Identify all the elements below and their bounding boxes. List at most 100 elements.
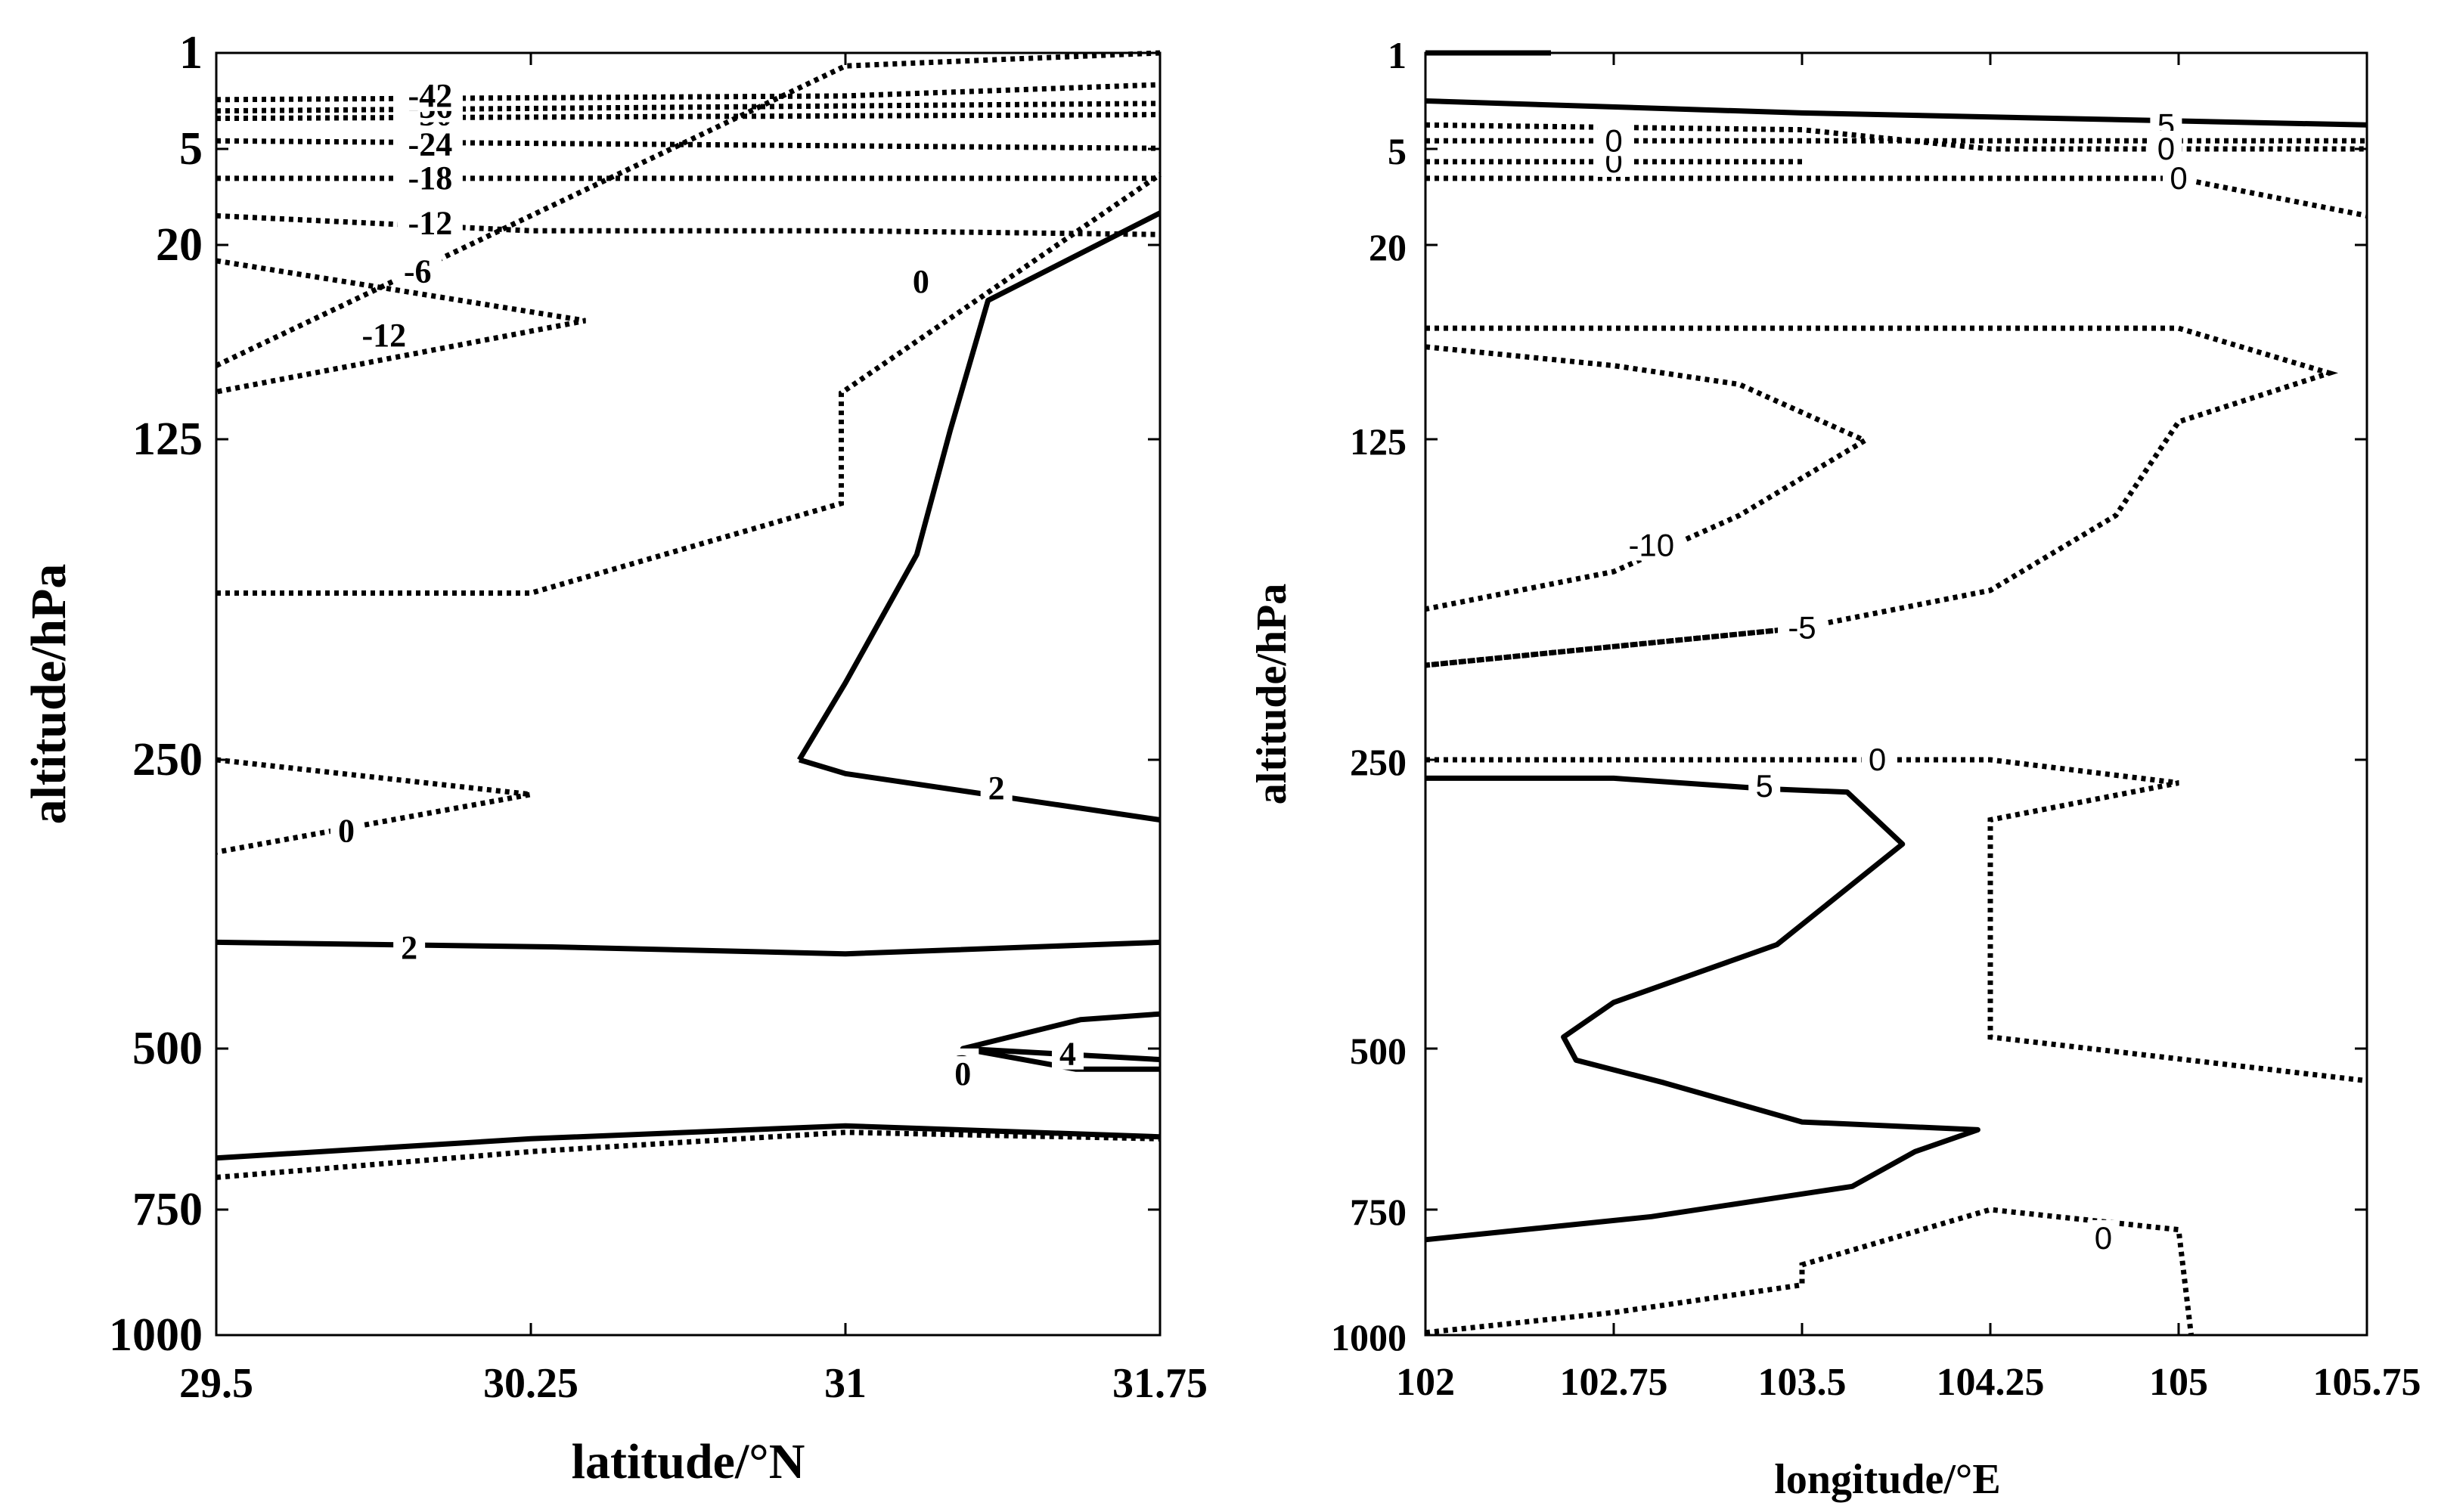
right-y-tick-label: 1 <box>1388 34 1407 76</box>
left-contour-label: 0 <box>954 1055 971 1092</box>
right-y-tick-label: 125 <box>1350 420 1407 463</box>
left-x-tick-label: 31.75 <box>1112 1360 1208 1407</box>
left-contour-label: -12 <box>408 204 453 241</box>
right-contour-label: 0 <box>2157 131 2175 166</box>
left-contour-line-14 <box>216 112 1161 122</box>
left-plot-frame <box>215 51 1162 1337</box>
right-contour-label-bg <box>2163 160 2195 194</box>
left-contour-label-bg <box>397 77 463 111</box>
left-contour-label: -18 <box>408 160 453 197</box>
left-contour-label-bg <box>397 160 463 194</box>
right-contour-label-bg <box>2087 1219 2120 1253</box>
right-contour-label-bg <box>2150 131 2182 164</box>
left-contour-label-bg <box>904 263 937 297</box>
left-y-tick-label: 5 <box>179 123 203 175</box>
left-contour-line-10 <box>216 258 586 395</box>
right-y-tick-label: 20 <box>1369 226 1407 268</box>
left-contour-label-bg <box>351 317 417 351</box>
right-x-tick-label: 103.5 <box>1758 1361 1847 1404</box>
left-contour-label: 0 <box>913 263 929 300</box>
right-contour-label: 0 <box>2170 160 2187 196</box>
left-contour-label-bg <box>393 930 426 964</box>
right-contour-label: 5 <box>1756 768 1773 804</box>
right-x-ticks: 102 102.75 103.5 104.25 105 105.75 <box>1396 53 2421 1404</box>
left-x-tick-label: 30.25 <box>483 1360 578 1407</box>
left-y-tick-label: 20 <box>156 219 203 271</box>
right-contour-label: 0 <box>1869 742 1886 777</box>
left-contour-label: 2 <box>988 770 1005 807</box>
left-contour-label-bg <box>1051 1036 1084 1070</box>
left-contour-label-bg <box>330 813 362 847</box>
right-y-tick-label: 5 <box>1388 130 1407 172</box>
left-contour-line-2 <box>216 939 1161 957</box>
left-contour-line-13 <box>216 138 1161 151</box>
left-contour-label: 2 <box>401 929 417 966</box>
left-contour-line-7 <box>216 172 1162 596</box>
left-x-axis-label: latitude/°N <box>572 1434 805 1489</box>
left-contour-label: 0 <box>338 813 355 850</box>
left-contour-label-bg <box>980 770 1013 804</box>
right-contour-line-8 <box>1425 344 1871 612</box>
right-x-tick-label: 104.25 <box>1937 1361 2045 1404</box>
right-contour-line-7 <box>1425 325 2338 668</box>
right-contour-label-bg <box>1748 768 1781 802</box>
left-contour-label: 4 <box>1059 1036 1076 1073</box>
left-contour-label: -6 <box>404 253 432 290</box>
right-y-tick-label: 750 <box>1350 1191 1407 1233</box>
left-contour-line-8 <box>216 757 532 855</box>
right-y-tick-label: 250 <box>1350 741 1407 783</box>
right-y-tick-label: 500 <box>1350 1030 1407 1072</box>
right-contour-label: -5 <box>1788 609 1816 645</box>
left-y-tick-label: 500 <box>132 1023 203 1074</box>
right-contour-label-bg <box>1598 122 1630 156</box>
right-y-tick-label: 1000 <box>1331 1316 1407 1359</box>
left-y-tick-label: 125 <box>132 414 203 465</box>
right-x-tick-label: 105 <box>2149 1361 2208 1404</box>
left-contour-line-15 <box>216 101 1161 114</box>
left-contour-label-bg <box>397 205 463 239</box>
left-x-ticks: 29.5 30.25 31 31.75 <box>179 53 1208 1407</box>
left-y-axis-label: altitude/hPa <box>21 564 76 825</box>
left-contour-label: -24 <box>408 125 453 163</box>
right-plot-frame <box>1424 51 2368 1337</box>
right-contour-label-bg <box>1778 609 1826 643</box>
right-x-tick-label: 105.75 <box>2313 1361 2421 1404</box>
left-x-tick-label: 29.5 <box>179 1360 253 1407</box>
right-contour-label-bg <box>1618 527 1684 561</box>
left-contour-label: -12 <box>362 317 407 354</box>
right-x-tick-label: 102 <box>1396 1361 1455 1404</box>
left-contours <box>215 50 1162 1180</box>
right-contour-line-6 <box>1425 175 2368 218</box>
right-contour-line-10 <box>1425 757 2368 1084</box>
right-contour-line-2 <box>1425 775 1980 1243</box>
right-contour-label: 0 <box>2095 1220 2112 1256</box>
left-y-tick-label: 250 <box>132 734 203 785</box>
left-contour-labels: 2242000-6-12-12-18-24-30-36-42 <box>330 77 1084 1092</box>
left-contour-line-9 <box>215 50 1161 368</box>
left-contour-label-bg <box>397 126 463 160</box>
left-y-tick-label: 750 <box>132 1184 203 1235</box>
right-contour-line-3 <box>1425 122 2367 152</box>
right-x-axis-label: longitude/°E <box>1774 1456 2000 1503</box>
left-contour-line-3 <box>216 1123 1161 1161</box>
right-x-tick-label: 102.75 <box>1560 1361 1668 1404</box>
left-contour-line-1 <box>798 757 1161 823</box>
right-contour-label-bg <box>1861 742 1894 775</box>
right-contour-line-11 <box>1425 1207 2195 1336</box>
right-contour-label: 0 <box>1605 122 1622 158</box>
right-contours <box>1425 50 2368 1336</box>
left-y-tick-label: 1000 <box>109 1309 203 1361</box>
left-contour-line-16 <box>216 82 1161 103</box>
right-contour-line-0 <box>1425 98 2368 128</box>
right-y-axis-label: altitude/hPa <box>1248 584 1295 804</box>
left-contour-label-bg <box>947 1056 979 1090</box>
left-y-tick-label: 1 <box>179 27 203 79</box>
left-contour-label: -42 <box>408 77 453 114</box>
left-contour-line-0 <box>796 210 1162 761</box>
left-contour-label-bg <box>393 253 442 287</box>
